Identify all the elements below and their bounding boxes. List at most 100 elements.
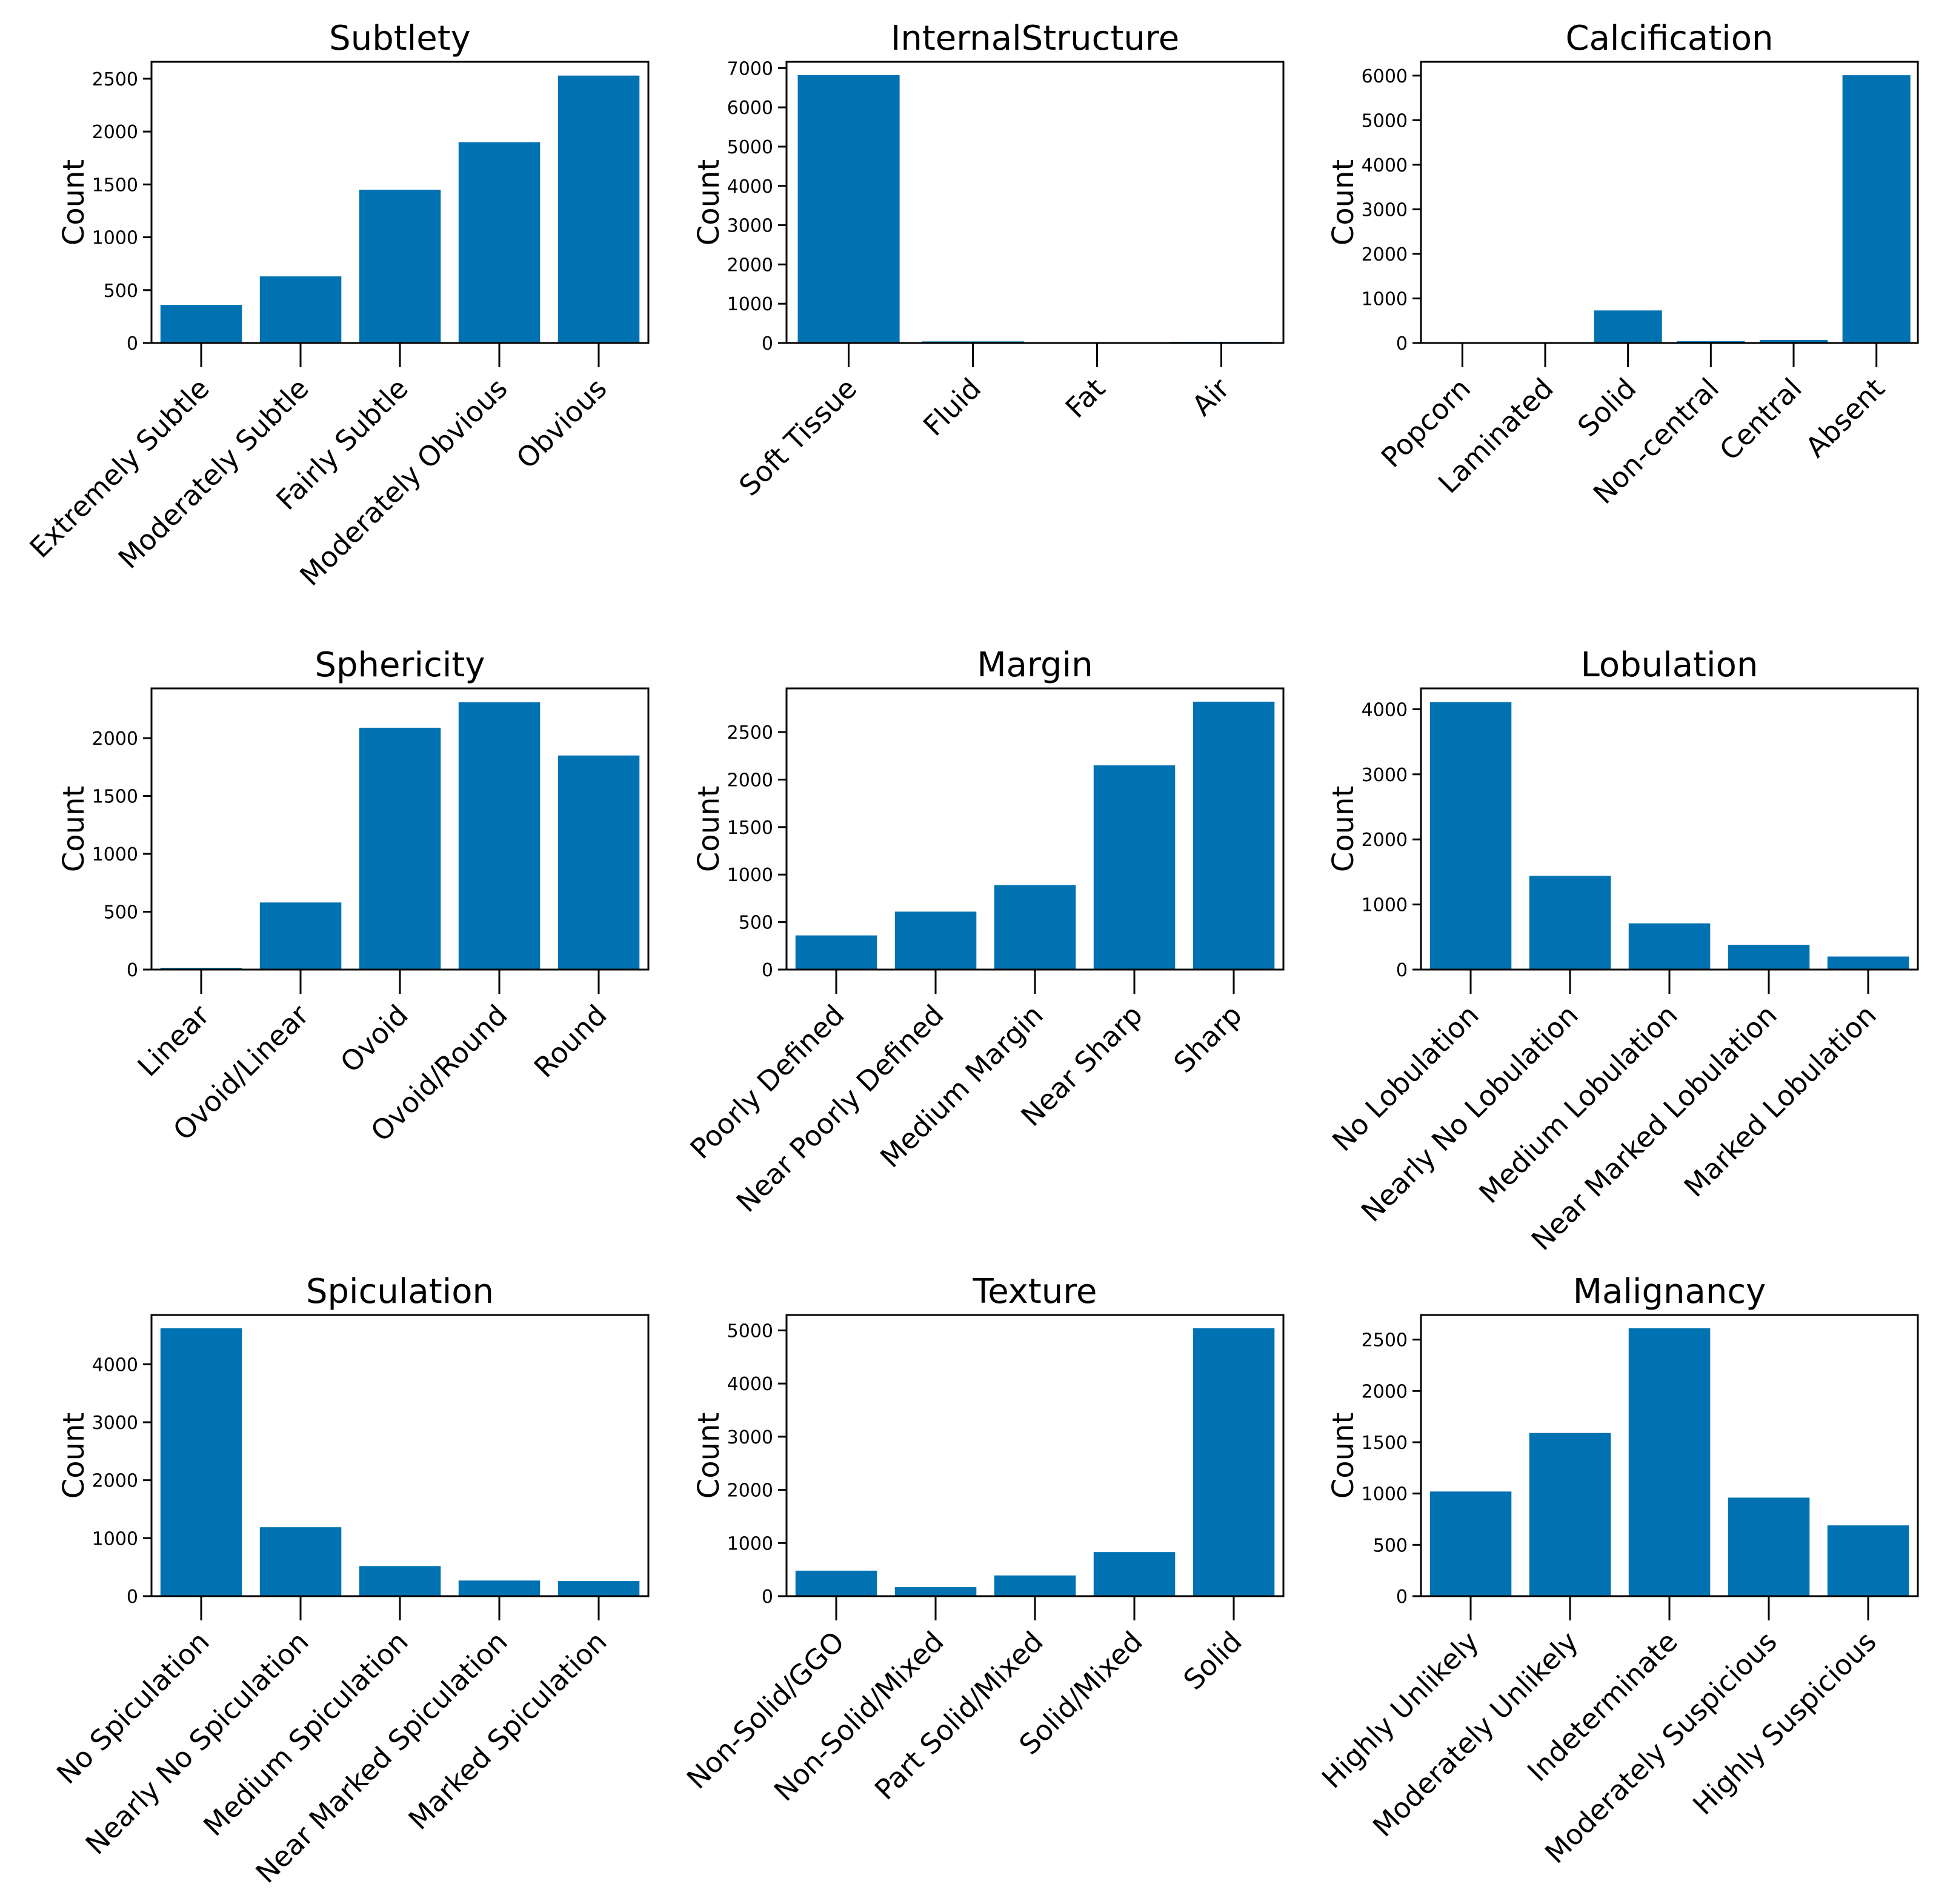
y-tick-label: 500 <box>739 913 773 934</box>
y-tick-label: 6000 <box>1362 66 1408 87</box>
bar-nearly-no-spiculation <box>259 1527 342 1596</box>
y-tick-label: 4000 <box>727 1374 773 1395</box>
y-tick-label: 3000 <box>727 216 773 237</box>
y-tick-label: 2000 <box>727 770 773 791</box>
y-tick-label: 6000 <box>727 98 773 119</box>
chart-title: InternalStructure <box>891 19 1179 58</box>
y-tick-label: 3000 <box>92 1413 138 1434</box>
x-tick-label: Solid <box>1571 372 1642 443</box>
y-tick-label: 0 <box>1396 1586 1408 1608</box>
bar-moderately-subtle <box>259 276 342 343</box>
bar-solid <box>1594 310 1662 343</box>
chart-panel-calcification: Calcification Count 0 1000 2000 3000 4000 5000 6… <box>1326 19 1919 510</box>
bar-near-marked-spiculation <box>458 1580 541 1596</box>
plot-area-frame <box>1420 687 1919 971</box>
bar-non-solid-mixed <box>894 1587 977 1596</box>
y-tick-label: 2000 <box>1362 1381 1408 1402</box>
x-tick-label: Ovoid <box>334 999 414 1079</box>
bar-marked-lobulation <box>1827 956 1909 970</box>
x-tick-label: Solid <box>1177 1625 1248 1696</box>
chart-panel-malignancy: Malignancy Count 0 500 1000 1500 2000 2500 Highl… <box>1316 1272 1919 1869</box>
x-tick-label: Highly Suspicious <box>1686 1625 1883 1822</box>
y-tick-label: 2000 <box>92 728 138 750</box>
bar-ovoid <box>359 727 441 970</box>
y-axis-label: Count <box>57 1413 91 1499</box>
x-tick-label: Absent <box>1799 372 1891 464</box>
y-tick-label: 5000 <box>727 137 773 158</box>
bar-part-solid-mixed <box>994 1575 1076 1596</box>
y-tick-label: 0 <box>762 1586 773 1608</box>
bar-round <box>557 755 640 970</box>
y-tick-label: 3000 <box>1362 765 1408 786</box>
plot-area-frame <box>785 61 1285 344</box>
chart-title: Calcification <box>1566 19 1774 58</box>
bar-medium-lobulation <box>1628 923 1711 970</box>
x-tick-label: Soft Tissue <box>733 372 863 502</box>
y-tick-label: 1500 <box>1362 1433 1408 1454</box>
x-tick-label: Moderately Subtle <box>112 372 315 575</box>
y-tick-label: 0 <box>1396 333 1408 355</box>
x-tick-label: Sharp <box>1167 999 1248 1079</box>
bar-medium-spiculation <box>359 1566 441 1596</box>
y-tick-label: 7000 <box>727 58 773 79</box>
bar-near-poorly-defined <box>894 911 977 970</box>
y-tick-label: 1000 <box>92 1528 138 1549</box>
y-tick-label: 2000 <box>727 255 773 276</box>
bar-extremely-subtle <box>160 305 242 343</box>
bar-non-solid-ggo <box>795 1570 877 1596</box>
bar-nearly-no-lobulation <box>1529 876 1611 970</box>
bar-near-marked-lobulation <box>1728 945 1810 970</box>
plot-area-frame <box>1420 1314 1919 1597</box>
x-tick-label: Medium Lobulation <box>1472 999 1684 1210</box>
x-tick-label: Fluid <box>917 372 987 442</box>
chart-title: Sphericity <box>314 645 485 685</box>
y-tick-label: 4000 <box>1362 699 1408 721</box>
bar-ovoid-round <box>458 702 541 970</box>
y-axis-label: Count <box>57 159 91 246</box>
y-tick-label: 0 <box>127 960 138 981</box>
y-tick-label: 0 <box>762 333 773 355</box>
bar-medium-margin <box>994 885 1076 970</box>
x-tick-label: Linear <box>131 999 216 1083</box>
bar-solid <box>1193 1328 1275 1596</box>
chart-panel-sphericity: Sphericity Count 0 500 1000 1500 2000 Linear Ovo… <box>57 645 650 1148</box>
y-axis-label: Count <box>1326 159 1360 246</box>
bar-solid-mixed <box>1093 1552 1176 1596</box>
x-tick-label: Extremely Subtle <box>23 372 215 564</box>
bar-obvious <box>557 75 640 343</box>
bar-indeterminate <box>1628 1328 1711 1596</box>
chart-panel-texture: Texture Count 0 1000 2000 3000 4000 5000 Non-Sol… <box>680 1272 1285 1808</box>
chart-title: Spiculation <box>306 1272 494 1311</box>
chart-title: Subtlety <box>329 19 471 58</box>
plot-area-frame <box>150 61 650 344</box>
bar-marked-spiculation <box>557 1581 640 1596</box>
y-axis-label: Count <box>692 1413 726 1499</box>
plot-area-frame <box>785 1314 1285 1597</box>
y-tick-label: 1000 <box>1362 288 1408 310</box>
x-tick-label: Non-Solid/Mixed <box>768 1625 950 1808</box>
bar-no-spiculation <box>160 1328 242 1596</box>
chart-title: Margin <box>977 645 1093 685</box>
y-tick-label: 1000 <box>92 228 138 249</box>
x-tick-label: Fat <box>1059 372 1112 425</box>
bar-absent <box>1842 75 1911 343</box>
y-tick-label: 1500 <box>92 175 138 196</box>
chart-panel-internalstructure: InternalStructure Count 0 1000 2000 3000 4000 5… <box>692 19 1285 502</box>
y-tick-label: 5000 <box>727 1320 773 1342</box>
bar-highly-unlikely <box>1429 1491 1512 1596</box>
bar-soft-tissue <box>797 75 900 343</box>
y-tick-label: 2500 <box>1362 1330 1408 1351</box>
y-tick-label: 1000 <box>727 865 773 886</box>
plot-area-frame <box>1420 61 1919 344</box>
x-tick-label: Part Solid/Mixed <box>868 1625 1050 1806</box>
x-tick-label: Marked Lobulation <box>1678 999 1883 1203</box>
x-tick-label: Air <box>1185 372 1236 422</box>
y-tick-label: 1000 <box>727 294 773 315</box>
x-tick-label: Marked Spiculation <box>402 1625 613 1836</box>
y-tick-label: 3000 <box>727 1427 773 1448</box>
chart-title: Malignancy <box>1573 1272 1766 1311</box>
x-tick-label: Obvious <box>510 372 613 475</box>
